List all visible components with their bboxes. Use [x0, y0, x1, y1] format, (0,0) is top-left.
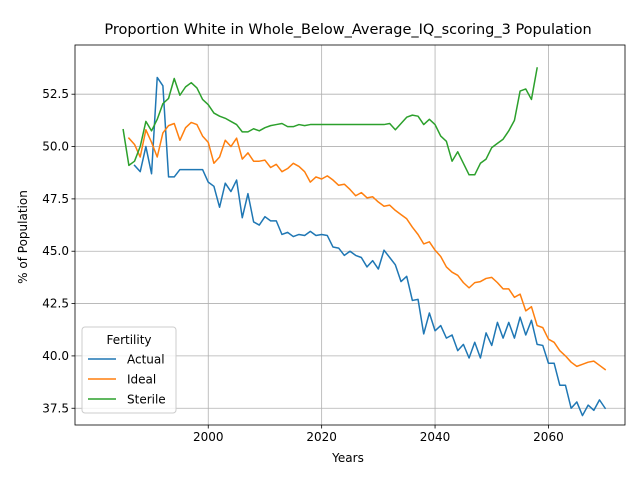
legend-title: Fertility [106, 333, 151, 347]
legend-label-sterile: Sterile [127, 393, 166, 407]
legend-label-actual: Actual [127, 353, 165, 367]
legend-frame [81, 326, 177, 414]
y-tick-label: 40.0 [42, 349, 69, 363]
y-tick-label: 52.5 [42, 87, 69, 101]
x-tick-label: 2060 [533, 430, 564, 444]
legend: Fertility Actual Ideal Sterile [81, 326, 177, 414]
x-tick-label: 2000 [193, 430, 224, 444]
legend-label-ideal: Ideal [127, 373, 156, 387]
y-tick-label: 37.5 [42, 401, 69, 415]
series-line-ideal [127, 121, 607, 371]
x-tick-label: 2040 [420, 430, 451, 444]
y-tick-label: 47.5 [42, 192, 69, 206]
y-tick-label: 50.0 [42, 140, 69, 154]
x-axis-ticks: 2000 2020 2040 2060 [193, 425, 564, 444]
x-axis-label: Years [331, 451, 364, 465]
chart-title: Proportion White in Whole_Below_Average_… [104, 22, 591, 38]
series-line-actual [133, 76, 607, 417]
legend-entries: Actual Ideal Sterile [88, 353, 166, 407]
y-axis-ticks: 37.5 40.0 42.5 45.0 47.5 50.0 52.5 [42, 87, 75, 415]
x-tick-label: 2020 [306, 430, 337, 444]
y-tick-label: 45.0 [42, 244, 69, 258]
y-tick-label: 42.5 [42, 297, 69, 311]
y-axis-label: % of Population [16, 190, 30, 284]
plot-frame [74, 44, 626, 426]
series-line-sterile [122, 67, 538, 176]
series-lines [122, 67, 607, 417]
